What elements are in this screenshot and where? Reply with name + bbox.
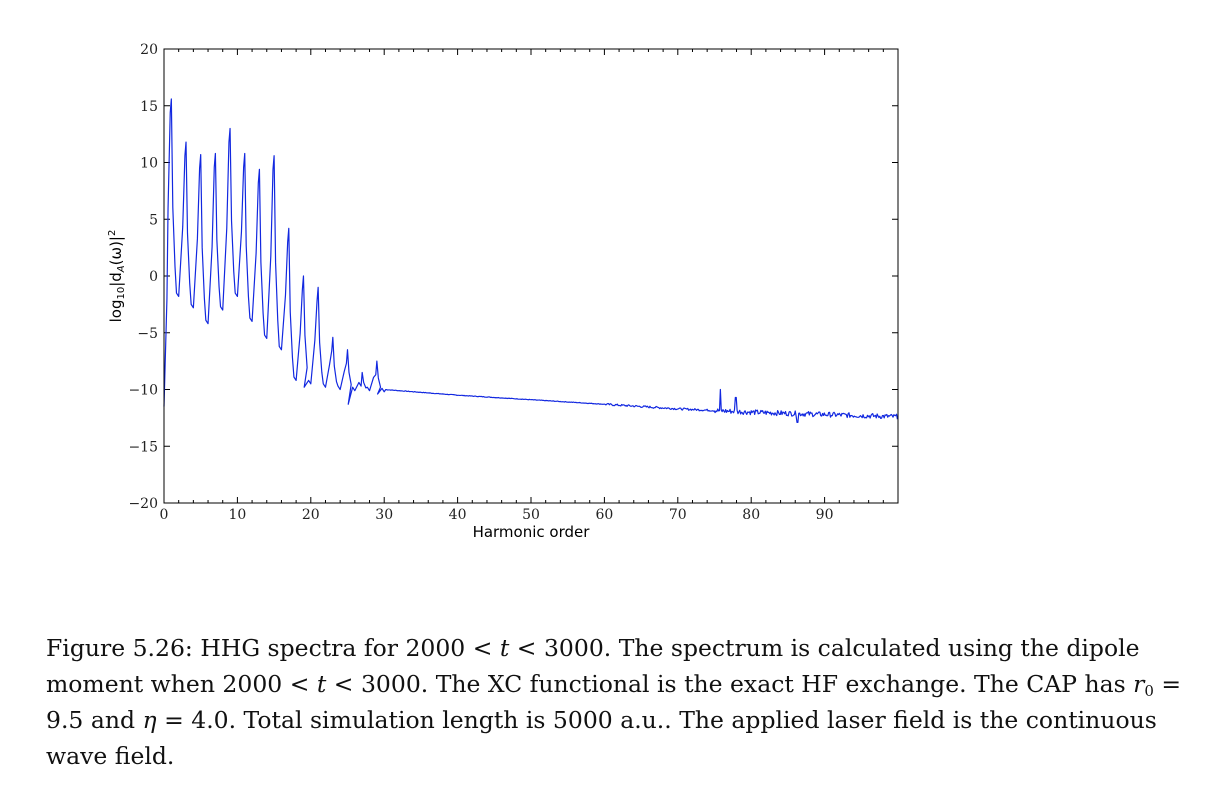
y-tick-label: 0: [149, 269, 158, 285]
caption-label: Figure 5.26:: [46, 634, 193, 662]
x-tick-label: 40: [449, 507, 467, 523]
x-tick-label: 10: [228, 507, 246, 523]
x-tick-label: 80: [742, 507, 760, 523]
y-tick-label: −20: [128, 496, 158, 512]
axis-ticks: [163, 48, 898, 504]
y-tick-label: 15: [140, 99, 158, 115]
x-tick-label: 50: [522, 507, 540, 523]
y-tick-label: −15: [128, 439, 158, 455]
spectrum-line: [163, 98, 899, 424]
x-tick-label: 20: [302, 507, 320, 523]
x-tick-label: 90: [816, 507, 834, 523]
plot-frame: [163, 48, 899, 504]
x-tick-label: 70: [669, 507, 687, 523]
x-tick-label: 60: [595, 507, 613, 523]
y-tick-label: −5: [137, 326, 158, 342]
y-tick-label: 10: [140, 156, 158, 172]
y-tick-label: 5: [149, 212, 158, 228]
y-tick-label: −10: [128, 383, 158, 399]
x-tick-label: 30: [375, 507, 393, 523]
figure-caption: Figure 5.26: HHG spectra for 2000 < t < …: [46, 634, 1182, 770]
y-tick-label: 20: [140, 42, 158, 58]
x-axis-label: Harmonic order: [473, 523, 591, 541]
x-tick-label: 0: [160, 507, 169, 523]
y-axis-label: log10|dA(ω)|2: [107, 230, 127, 323]
